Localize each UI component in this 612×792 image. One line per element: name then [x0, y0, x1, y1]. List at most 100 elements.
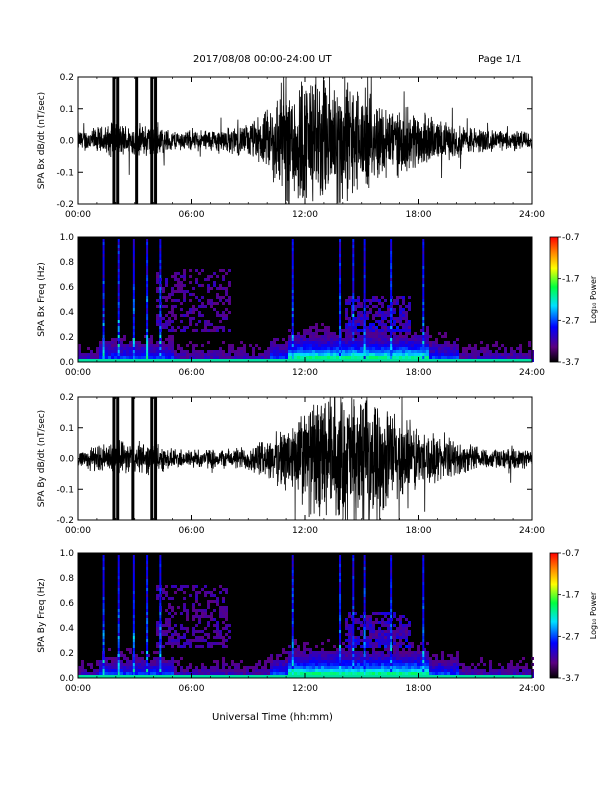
spectrogram-cell: [273, 356, 276, 359]
spectrogram-cell: [177, 660, 180, 663]
spectrogram-cell: [438, 350, 441, 353]
spectrogram-cell: [360, 645, 363, 648]
spectrogram-cell: [330, 669, 333, 672]
spectrogram-streak: [422, 561, 425, 564]
spectrogram-streak: [339, 561, 342, 564]
spectrogram-cell: [318, 344, 321, 347]
spectrogram-cell: [387, 353, 390, 356]
spectrogram-streak: [102, 630, 105, 633]
spectrogram-streak: [390, 594, 393, 597]
spectrogram-cell: [348, 302, 351, 305]
spectrogram-cell: [399, 657, 402, 660]
spectrogram-cell: [396, 326, 399, 329]
spectrogram-streak: [132, 299, 135, 302]
spectrogram-cell: [336, 338, 339, 341]
spectrogram-cell: [174, 272, 177, 275]
spectrogram-cell: [378, 329, 381, 332]
colorbar: [549, 236, 559, 363]
spectrogram-cell: [396, 296, 399, 299]
spectrogram-cell: [378, 308, 381, 311]
spectrogram-streak: [352, 660, 355, 663]
spectrogram-streak: [132, 260, 135, 263]
spectrogram-cell: [177, 606, 180, 609]
spectrogram-cell: [411, 344, 414, 347]
spectrogram-cell: [414, 654, 417, 657]
spectrogram-streak: [339, 621, 342, 624]
spectrogram-cell: [213, 618, 216, 621]
spectrogram-streak: [422, 284, 425, 287]
spectrogram-cell: [489, 350, 492, 353]
spectrogram-cell: [180, 657, 183, 660]
spectrogram-cell: [186, 344, 189, 347]
spectrogram-cell: [186, 353, 189, 356]
spectrogram-cell: [435, 347, 438, 350]
spectrogram-cell: [171, 639, 174, 642]
spectrogram-cell: [327, 672, 330, 675]
spectrogram-cell: [432, 666, 435, 669]
spectrogram-streak: [159, 242, 162, 245]
spectrogram-cell: [366, 660, 369, 663]
spectrogram-streak: [363, 251, 366, 254]
spectrogram-cell: [192, 585, 195, 588]
spectrogram-cell: [474, 347, 477, 350]
spectrogram-cell: [357, 657, 360, 660]
spectrogram-cell: [180, 627, 183, 630]
spectrogram-streak: [117, 654, 120, 657]
spectrogram-cell: [156, 657, 159, 660]
spectrogram-streak: [352, 353, 355, 356]
spectrogram-cell: [324, 326, 327, 329]
spectrogram-cell: [168, 621, 171, 624]
spectrogram-cell: [147, 669, 150, 672]
spectrogram-cell: [174, 624, 177, 627]
spectrogram-streak: [339, 582, 342, 585]
spectrogram-streak: [159, 284, 162, 287]
spectrogram-streak: [117, 269, 120, 272]
spectrogram-cell: [378, 642, 381, 645]
spectrogram-cell: [297, 645, 300, 648]
spectrogram-cell: [396, 672, 399, 675]
spectrogram-cell: [438, 669, 441, 672]
spectrogram-cell: [447, 660, 450, 663]
spectrogram-cell: [492, 353, 495, 356]
spectrogram-cell: [210, 645, 213, 648]
spectrogram-streak: [291, 287, 294, 290]
spectrogram-cell: [222, 669, 225, 672]
spectrogram-cell: [324, 329, 327, 332]
spectrogram-streak: [102, 663, 105, 666]
spectrogram-cell: [294, 347, 297, 350]
spectrogram-streak: [159, 639, 162, 642]
spectrogram-cell: [441, 654, 444, 657]
spectrogram-streak: [102, 326, 105, 329]
spectrogram-cell: [423, 341, 426, 344]
spectrogram-cell: [456, 666, 459, 669]
spectrogram-streak: [146, 657, 149, 660]
spectrogram-streak: [352, 555, 355, 558]
spectrogram-cell: [78, 669, 81, 672]
spectrogram-cell: [333, 335, 336, 338]
spectrogram-cell: [81, 669, 84, 672]
spectrogram-cell: [402, 630, 405, 633]
spectrogram-cell: [330, 332, 333, 335]
spectrogram-cell: [366, 317, 369, 320]
spectrogram-streak: [117, 287, 120, 290]
spectrogram-cell: [318, 666, 321, 669]
spectrogram-cell: [465, 356, 468, 359]
spectrogram-cell: [348, 317, 351, 320]
spectrogram-streak: [363, 669, 366, 672]
spectrogram-streak: [363, 305, 366, 308]
spectrogram-streak: [291, 269, 294, 272]
spectrogram-cell: [372, 356, 375, 359]
spectrogram-cell: [393, 639, 396, 642]
spectrogram-cell: [387, 642, 390, 645]
spectrogram-cell: [189, 317, 192, 320]
spectrogram-cell: [156, 594, 159, 597]
spectrogram-cell: [432, 341, 435, 344]
spectrogram-streak: [117, 350, 120, 353]
spectrogram-streak: [352, 600, 355, 603]
spectrogram-cell: [327, 660, 330, 663]
spectrogram-streak: [390, 332, 393, 335]
spectrogram-cell: [330, 347, 333, 350]
spectrogram-cell: [300, 344, 303, 347]
spectrogram-streak: [390, 657, 393, 660]
spectrogram-streak: [363, 341, 366, 344]
